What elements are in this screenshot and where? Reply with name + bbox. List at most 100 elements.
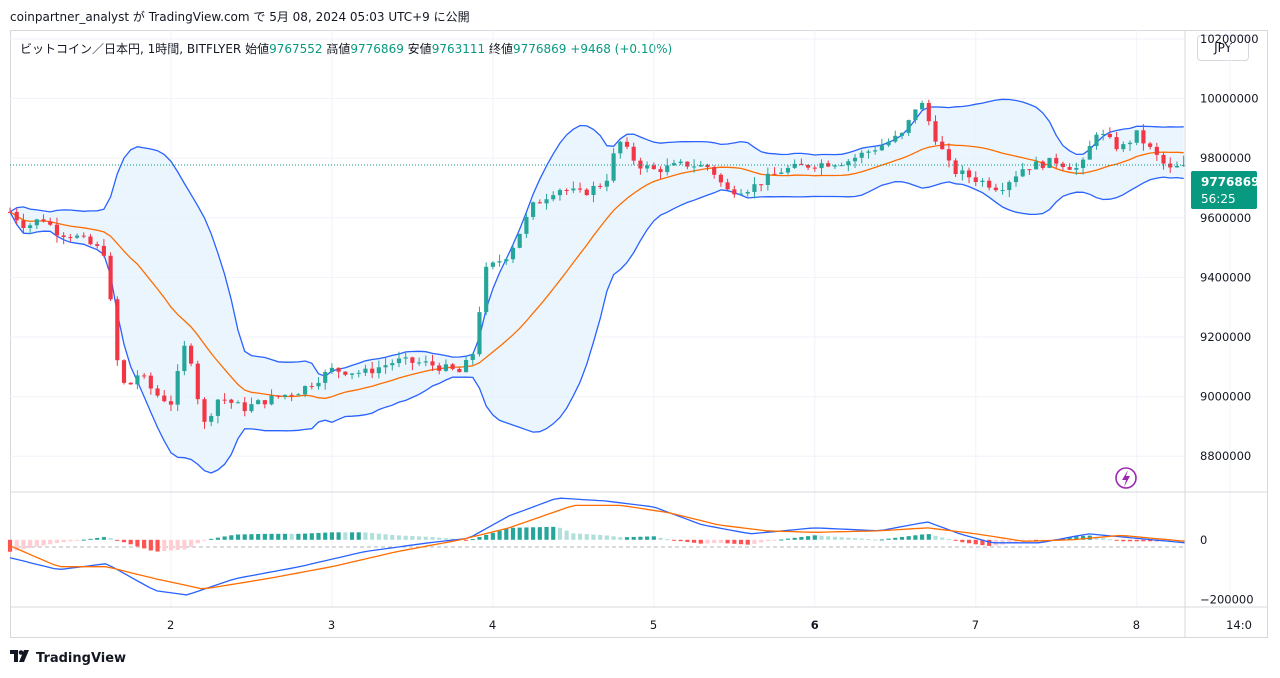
histogram-bar (598, 534, 603, 540)
candle-body (1027, 169, 1032, 171)
candle-body (242, 402, 247, 412)
histogram-bar (691, 539, 697, 543)
candle-body (826, 163, 831, 167)
histogram-bar (490, 532, 495, 540)
candle-body (785, 167, 791, 173)
tv-logo-icon (10, 650, 32, 666)
candle-body (846, 161, 851, 166)
candle-body (651, 165, 656, 170)
histogram-bar (906, 536, 911, 540)
histogram-bar (765, 539, 770, 542)
histogram-bar (504, 528, 509, 540)
candle-body (591, 185, 596, 195)
price-axis: 10200000 10000000 9800000 9600000 9400000 920… (1200, 32, 1259, 463)
macd-tick-label: −200000 (1200, 593, 1254, 607)
change-value: +9468 (+0.10%) (570, 42, 673, 56)
time-tick-label: 6 (811, 618, 819, 632)
histogram-bar (658, 537, 663, 540)
histogram-bar (685, 539, 690, 542)
candle-body (296, 394, 301, 396)
brand-name: TradingView (36, 650, 127, 666)
candle-body (81, 235, 86, 237)
candle-body (470, 354, 475, 360)
candle-body (443, 364, 449, 371)
candle-body (175, 371, 180, 405)
time-axis: 2 3 4 5 6 7 8 14:0 (167, 618, 1252, 632)
histogram-bar (343, 532, 348, 540)
histogram-bar (611, 536, 616, 540)
candle-body (356, 372, 361, 374)
histogram-bar (390, 534, 395, 540)
histogram-bar (249, 534, 254, 540)
symbol-name[interactable]: ビットコイン／日本円, 1時間, BITFLYER (20, 42, 242, 56)
histogram-bar (229, 535, 234, 540)
candle-body (188, 345, 194, 364)
candle-body (490, 262, 495, 267)
low-value: 9763111 (431, 42, 486, 56)
histogram-bar (1013, 539, 1019, 543)
candle-body (1067, 167, 1072, 170)
candle-body (28, 225, 33, 229)
candle-body (450, 364, 455, 369)
candle-body (135, 375, 140, 385)
histogram-bar (95, 537, 100, 540)
candle-body (510, 247, 516, 260)
candle-body (772, 173, 777, 175)
candle-body (564, 190, 569, 192)
histogram-bar (759, 539, 764, 543)
histogram-bar (524, 527, 529, 540)
histogram-bar (356, 532, 361, 540)
candle-body (309, 386, 314, 388)
candle-body (457, 368, 462, 373)
candle-body (390, 363, 395, 366)
candle-body (383, 365, 388, 368)
candle-body (571, 188, 576, 191)
candle-body (316, 382, 321, 387)
publish-info: coinpartner_analyst が TradingView.com で … (10, 10, 470, 24)
candle-body (725, 182, 730, 190)
histogram-bar (1074, 536, 1079, 540)
candle-body (249, 404, 254, 412)
candle-body (329, 367, 334, 373)
candle-body (577, 188, 583, 190)
histogram-bar (423, 536, 428, 540)
candle-body (1174, 165, 1180, 168)
histogram-bar (966, 539, 972, 544)
tradingview-logo[interactable]: TradingView (10, 650, 126, 666)
price-tick-label: 10200000 (1200, 32, 1259, 46)
candle-body (1007, 182, 1012, 191)
histogram-bar (584, 534, 589, 540)
histogram-bar (873, 539, 878, 541)
candle-body (624, 141, 630, 147)
histogram-bar (81, 539, 86, 541)
histogram-bar (544, 526, 549, 540)
currency-button[interactable]: JPY (1197, 35, 1249, 61)
lightning-icon[interactable] (1115, 467, 1137, 489)
candle-body (21, 220, 26, 229)
histogram-bar (316, 532, 321, 540)
histogram-bar (21, 539, 26, 550)
candle-body (839, 165, 844, 167)
histogram-bar (564, 530, 569, 540)
macd-tick-label: 0 (1200, 533, 1207, 547)
candle-body (202, 399, 207, 422)
candle-body (262, 400, 267, 405)
candle-body (142, 375, 147, 377)
candle-body (611, 153, 616, 181)
histogram-bar (738, 539, 744, 545)
candle-body (926, 103, 931, 122)
candle-body (638, 160, 643, 169)
price-badge-price: 9776869 (1201, 175, 1259, 189)
histogram-bar (933, 535, 938, 540)
candle-body (973, 177, 978, 182)
candle-body (323, 372, 328, 383)
histogram-bar (175, 539, 180, 550)
histogram-bar (470, 539, 475, 541)
histogram-bar (779, 539, 784, 541)
candle-body (765, 173, 770, 185)
histogram-bar (7, 539, 13, 552)
histogram-bar (826, 536, 831, 540)
histogram-bar (108, 538, 113, 540)
candle-body (732, 189, 737, 195)
